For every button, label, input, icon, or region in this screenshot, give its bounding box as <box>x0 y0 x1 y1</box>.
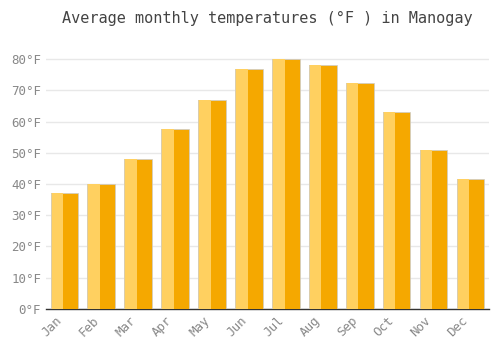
Bar <box>383 112 395 309</box>
Bar <box>88 184 115 309</box>
Bar <box>124 159 137 309</box>
Bar <box>456 180 469 309</box>
Bar <box>162 130 189 309</box>
Bar <box>456 180 484 309</box>
Bar <box>198 100 226 309</box>
Bar <box>309 65 336 309</box>
Bar <box>272 59 299 309</box>
Bar <box>346 83 374 309</box>
Bar <box>124 159 152 309</box>
Title: Average monthly temperatures (°F ) in Manogay: Average monthly temperatures (°F ) in Ma… <box>62 11 472 26</box>
Bar <box>309 65 322 309</box>
Bar <box>162 130 174 309</box>
Bar <box>383 112 410 309</box>
Bar <box>272 59 284 309</box>
Bar <box>346 83 358 309</box>
Bar <box>198 100 210 309</box>
Bar <box>50 194 78 309</box>
Bar <box>420 150 432 309</box>
Bar <box>50 194 63 309</box>
Bar <box>235 69 263 309</box>
Bar <box>235 69 248 309</box>
Bar <box>88 184 100 309</box>
Bar <box>420 150 448 309</box>
